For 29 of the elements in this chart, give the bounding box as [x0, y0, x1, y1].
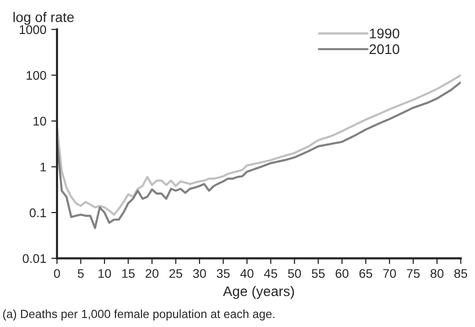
x-tick-label: 10 — [98, 269, 111, 278]
y-tick-label: 10 — [34, 116, 46, 126]
x-tick-label: 65 — [359, 269, 372, 278]
x-tick-label: 45 — [264, 269, 278, 278]
x-tick-label: 15 — [122, 269, 135, 278]
x-tick-label: 25 — [169, 269, 182, 278]
x-tick-label: 55 — [312, 269, 325, 278]
text: (a) Deaths per 1,000 female population at each age. — [3, 309, 274, 320]
x-tick-label: 40 — [240, 269, 254, 278]
x-tick-label: 60 — [336, 269, 348, 278]
y-tick-label: 0.1 — [30, 208, 46, 218]
x-tick-label: 75 — [406, 269, 420, 278]
x-tick-label: 80 — [430, 269, 444, 278]
y-tick-label: 100 — [26, 71, 46, 80]
y-tick-label: 1000 — [20, 25, 46, 34]
y-tick-label: 1 — [40, 162, 46, 172]
x-tick-label: 30 — [193, 269, 206, 278]
legend-label: 1990 — [370, 28, 400, 38]
y-axis-title: log of rate — [14, 12, 74, 25]
x-tick-label: 5 — [78, 269, 84, 278]
y-tick-label: 0.01 — [22, 254, 46, 263]
x-tick-label: 70 — [383, 269, 396, 278]
x-tick-label: 50 — [288, 269, 301, 278]
x-tick-label: 85 — [454, 269, 468, 278]
x-tick-label: 35 — [216, 269, 230, 278]
legend-label: 2010 — [370, 44, 400, 54]
x-tick-label: 20 — [146, 269, 158, 278]
x-axis-title: Age (years) — [223, 286, 294, 299]
x-tick-label: 0 — [54, 269, 60, 278]
